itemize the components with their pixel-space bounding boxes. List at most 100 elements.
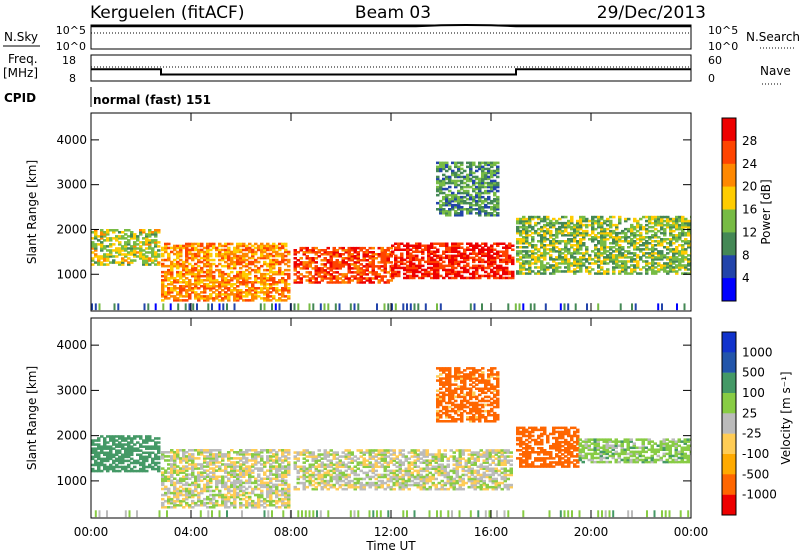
data-cell (561, 270, 565, 273)
data-cell (415, 266, 419, 270)
data-cell (130, 461, 134, 465)
data-cell (525, 229, 529, 233)
data-cell (493, 274, 497, 278)
data-cell (218, 293, 222, 296)
data-cell (549, 264, 553, 267)
data-cell (215, 501, 219, 505)
data-cell (209, 451, 213, 454)
data-cell (415, 264, 419, 268)
data-cell (302, 485, 306, 489)
data-cell (576, 242, 580, 245)
data-cell (251, 254, 255, 258)
data-cell (484, 274, 488, 278)
data-cell (112, 255, 116, 258)
data-cell (215, 268, 219, 272)
data-cell (505, 266, 509, 270)
data-cell (648, 262, 652, 265)
data-cell (654, 258, 658, 261)
data-cell (242, 451, 246, 454)
data-cell (212, 246, 216, 250)
data-cell (359, 485, 363, 489)
data-cell (182, 457, 186, 460)
data-cell (161, 493, 165, 497)
data-cell (585, 258, 589, 261)
data-cell (612, 250, 616, 253)
data-cell (170, 491, 174, 495)
data-cell (326, 487, 330, 491)
data-cell (197, 268, 201, 272)
data-cell (585, 252, 589, 255)
data-cell (239, 272, 243, 276)
data-cell (266, 475, 270, 479)
data-cell (338, 263, 342, 266)
data-cell (329, 463, 333, 467)
data-cell (627, 240, 631, 243)
data-cell (200, 279, 204, 282)
data-cell (142, 451, 146, 455)
data-cell (669, 227, 673, 231)
data-cell (248, 270, 252, 274)
data-cell (185, 252, 189, 256)
data-cell (203, 487, 207, 491)
data-cell (109, 435, 113, 438)
data-cell (106, 455, 110, 459)
data-cell (311, 267, 315, 270)
data-cell (597, 231, 601, 235)
data-cell (242, 248, 246, 252)
data-cell (302, 461, 306, 464)
data-cell (239, 481, 243, 485)
data-cell (487, 272, 491, 276)
nsearch-tick-low: 10^0 (708, 40, 738, 53)
data-cell (660, 227, 664, 231)
data-cell (409, 252, 413, 256)
data-cell (191, 449, 195, 452)
data-cell (537, 272, 541, 275)
data-cell (200, 281, 204, 284)
data-cell (445, 201, 449, 205)
data-cell (648, 238, 652, 241)
data-cell (209, 477, 213, 481)
data-cell (627, 272, 631, 275)
data-cell (251, 506, 255, 509)
data-cell (133, 437, 137, 440)
data-cell (424, 268, 428, 272)
data-cell (645, 242, 649, 245)
data-cell (269, 485, 273, 489)
data-cell (305, 249, 309, 252)
data-cell (106, 263, 110, 266)
near-range-cell (436, 303, 438, 311)
data-cell (194, 477, 198, 481)
near-range-cell (327, 303, 330, 311)
data-cell (588, 254, 592, 257)
data-cell (221, 256, 225, 260)
data-cell (490, 256, 494, 260)
data-cell (484, 242, 488, 246)
data-cell (224, 242, 228, 246)
data-cell (579, 221, 583, 225)
data-cell (248, 473, 252, 476)
data-cell (106, 237, 110, 240)
data-cell (341, 479, 345, 483)
data-cell (296, 263, 300, 266)
data-cell (170, 277, 174, 280)
data-cell (239, 493, 243, 497)
freq-label: Freq. (8, 52, 38, 66)
data-cell (242, 279, 246, 282)
data-cell (221, 479, 225, 483)
data-cell (519, 231, 523, 235)
data-cell (597, 219, 601, 223)
data-cell (311, 465, 315, 469)
data-cell (269, 266, 273, 270)
data-cell (457, 262, 461, 266)
data-cell (269, 295, 273, 298)
data-cell (457, 270, 461, 274)
data-cell (215, 295, 219, 298)
data-cell (573, 264, 577, 267)
data-cell (591, 221, 595, 225)
data-cell (484, 163, 488, 167)
data-cell (176, 457, 180, 460)
data-cell (654, 215, 658, 219)
data-cell (320, 473, 324, 477)
data-cell (540, 234, 544, 237)
data-cell (344, 281, 348, 284)
